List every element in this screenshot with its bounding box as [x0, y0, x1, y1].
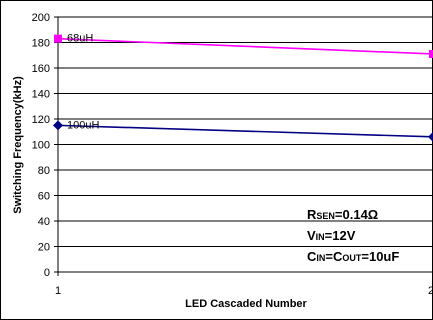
y-tick-label: 20 [38, 242, 50, 254]
annotation-cin-cout: CIN=COUT=10uF [307, 249, 399, 264]
x-tick-label: 1 [55, 285, 61, 297]
y-tick-label: 160 [32, 63, 50, 75]
y-tick-label: 60 [38, 191, 50, 203]
data-point-diamond [428, 131, 433, 142]
data-point-diamond [53, 120, 63, 131]
x-axis-label: LED Cascaded Number [185, 298, 307, 310]
y-tick-label: 120 [32, 114, 50, 126]
gridlines [58, 16, 433, 247]
data-point-square [429, 49, 433, 58]
series-line [57, 124, 433, 138]
y-tick-label: 180 [32, 38, 50, 50]
annotation-rsen: RSEN=0.14Ω [307, 207, 378, 222]
y-tick-label: 80 [38, 165, 50, 177]
series-line [57, 37, 433, 55]
y-tick-label: 40 [38, 216, 50, 228]
data-point-square [54, 34, 62, 43]
y-tick-label: 200 [32, 12, 50, 24]
y-tick-labels: 0 20 40 60 80 100 120 140 160 180 200 [32, 12, 50, 279]
y-axis-label: Switching Frequency(kHz) [12, 76, 24, 214]
series-label: 68uH [67, 33, 93, 45]
axes [54, 16, 433, 276]
x-tick-label: 2 [428, 285, 433, 297]
series-label: 100uH [67, 119, 99, 131]
series-group: 68uH 100uH [53, 33, 433, 142]
annotation-vin: VIN=12V [307, 228, 356, 243]
y-tick-label: 100 [32, 140, 50, 152]
y-tick-label: 0 [44, 267, 50, 279]
parameter-annotation: RSEN=0.14Ω VIN=12V CIN=COUT=10uF [307, 207, 399, 264]
y-tick-label: 140 [32, 89, 50, 101]
